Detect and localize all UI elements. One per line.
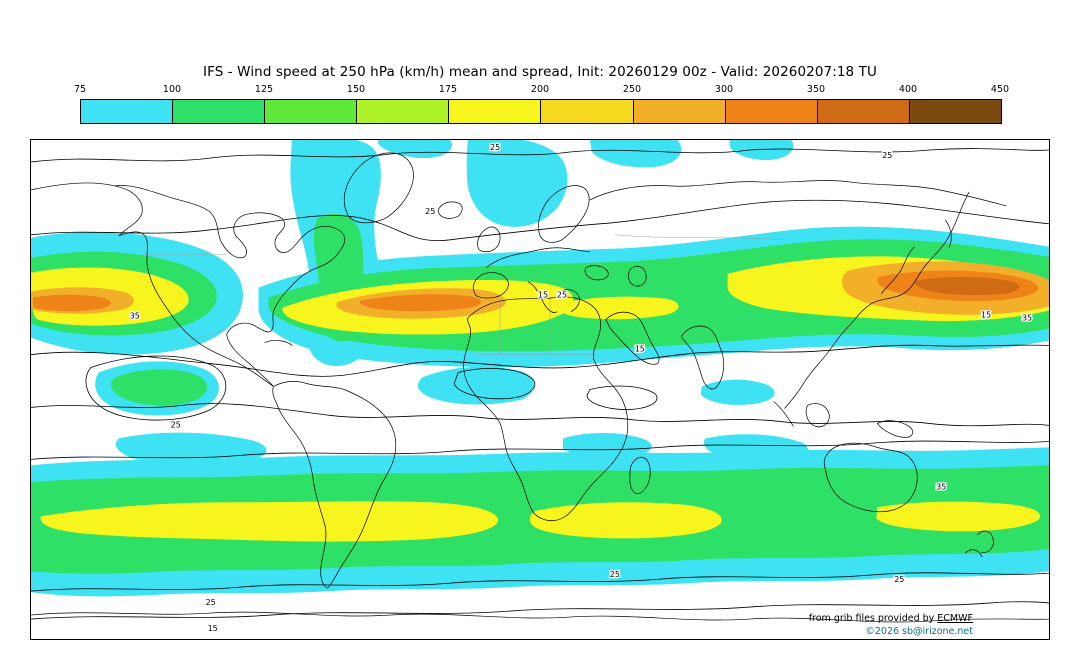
svg-text:25: 25 — [894, 575, 904, 584]
attribution-source: from grib files provided by ECMWF — [809, 613, 973, 624]
svg-text:25: 25 — [557, 291, 567, 300]
attribution-prefix: from grib files provided by — [808, 613, 938, 624]
attribution-copyright: ©2026 sb@irizone.net — [865, 626, 973, 637]
colorbar-segment — [448, 100, 541, 123]
map-frame: 25 25 25 35 15 25 15 35 15 25 35 25 25 25 15 from grib… — [30, 139, 1050, 640]
svg-text:25: 25 — [882, 151, 892, 160]
colorbar-tick-label: 400 — [898, 84, 918, 95]
svg-text:15: 15 — [635, 345, 645, 354]
colorbar-tick-label: 300 — [714, 84, 734, 95]
spread-contour-lines — [31, 148, 1049, 620]
svg-text:25: 25 — [171, 420, 181, 429]
svg-text:35: 35 — [936, 482, 946, 491]
svg-text:25: 25 — [206, 598, 216, 607]
ecmwf-link[interactable]: ECMWF — [937, 613, 973, 624]
svg-text:25: 25 — [490, 143, 500, 152]
colorbar-segment — [724, 100, 817, 123]
svg-text:15: 15 — [208, 624, 218, 633]
colorbar-segment — [81, 100, 173, 123]
colorbar-tick-label: 175 — [438, 84, 458, 95]
wind-speed-fills — [31, 140, 1049, 597]
colorbar-segment — [264, 100, 357, 123]
svg-text:35: 35 — [130, 312, 140, 321]
svg-text:15: 15 — [538, 291, 548, 300]
colorbar-segment — [816, 100, 909, 123]
colorbar-tick-label: 125 — [254, 84, 274, 95]
colorbar-segment — [540, 100, 633, 123]
colorbar-segment — [632, 100, 725, 123]
colorbar-tick-label: 250 — [622, 84, 642, 95]
svg-text:35: 35 — [1022, 314, 1032, 323]
colorbar-tick-label: 450 — [990, 84, 1010, 95]
world-map: 25 25 25 35 15 25 15 35 15 25 35 25 25 25 15 — [31, 140, 1049, 635]
colorbar-tick-label: 350 — [806, 84, 826, 95]
colorbar — [80, 99, 1002, 124]
svg-text:25: 25 — [425, 207, 435, 216]
colorbar-segment — [908, 100, 1001, 123]
colorbar-segment — [172, 100, 265, 123]
colorbar-tick-label: 150 — [346, 84, 366, 95]
spread-contour-labels: 25 25 25 35 15 25 15 35 15 25 35 25 25 25 15 — [128, 142, 1033, 635]
country-borders — [143, 234, 785, 355]
colorbar-tick-label: 200 — [530, 84, 550, 95]
colorbar-tick-label: 75 — [73, 84, 87, 95]
chart-title: IFS - Wind speed at 250 hPa (km/h) mean … — [203, 64, 877, 80]
svg-text:15: 15 — [981, 311, 991, 320]
colorbar-tick-labels: 75 100 125 150 175 200 250 300 350 400 450 — [0, 84, 1080, 96]
colorbar-tick-label: 100 — [162, 84, 182, 95]
coastlines — [31, 152, 1049, 623]
svg-text:25: 25 — [610, 570, 620, 579]
colorbar-segment — [356, 100, 449, 123]
